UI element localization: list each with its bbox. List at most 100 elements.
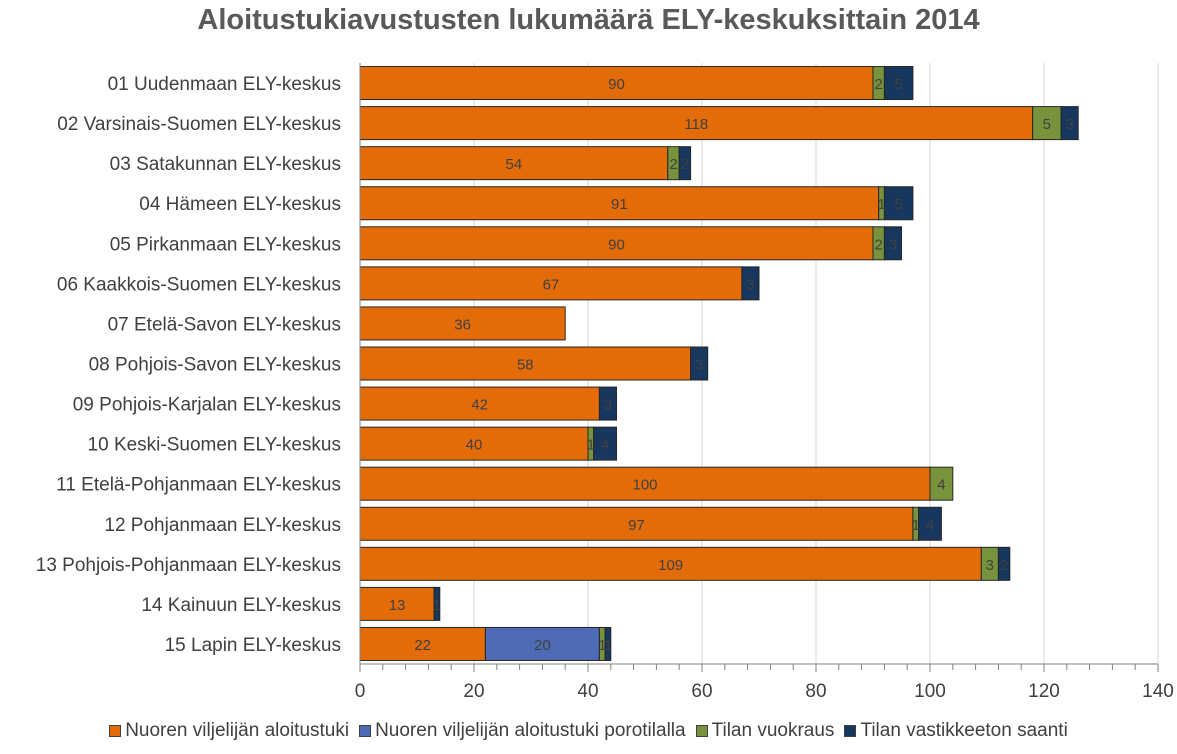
bar-segment-series-3 (997, 546, 1011, 581)
bar-segment-series-2 (1032, 106, 1062, 141)
bar-value-label: 20 (534, 637, 551, 654)
bar-value-label: 90 (608, 76, 625, 93)
bar-value-label: 2 (1000, 557, 1008, 574)
bar-segment-series-0 (359, 426, 589, 461)
legend-label: Tilan vuokraus (711, 720, 835, 741)
bar-segment-series-3 (883, 66, 914, 101)
bar-value-label: 42 (471, 397, 488, 414)
category-label: 14 Kainuun ELY-keskus (141, 595, 341, 616)
bar-value-label: 1 (433, 597, 441, 614)
x-tick-label: 40 (577, 681, 598, 702)
bar-value-label: 1 (877, 196, 885, 213)
category-label: 12 Pohjanmaan ELY-keskus (104, 515, 341, 536)
category-label: 01 Uudenmaan ELY-keskus (108, 74, 341, 95)
bar-value-label: 5 (894, 196, 902, 213)
bar-segment-series-0 (359, 386, 600, 421)
x-tick-label: 80 (805, 681, 826, 702)
x-tick-label: 100 (914, 681, 946, 702)
x-tick-label: 60 (691, 681, 712, 702)
legend-label: Nuoren viljelijän aloitustuki porotilall… (375, 720, 686, 741)
bar-segment-series-3 (1060, 106, 1079, 141)
category-label: 15 Lapin ELY-keskus (165, 635, 341, 656)
category-label: 09 Pohjois-Karjalan ELY-keskus (73, 395, 341, 416)
bar-value-label: 4 (926, 517, 934, 534)
legend-item-3: Tilan vastikkeeton saanti (844, 720, 1068, 742)
bar-value-label: 2 (669, 156, 677, 173)
bar-value-label: 40 (466, 437, 483, 454)
bar-value-label: 13 (389, 597, 406, 614)
x-tick-label: 0 (355, 681, 366, 702)
bar-value-label: 5 (894, 76, 902, 93)
bar-segment-series-0 (359, 546, 982, 581)
legend: Nuoren viljelijän aloitustuki Nuoren vilj… (0, 720, 1177, 742)
legend-swatch (844, 725, 857, 737)
bar-segment-series-3 (918, 506, 942, 541)
bars (359, 66, 1079, 661)
bar-segment-series-1 (484, 626, 600, 661)
bar-segment-series-0 (359, 506, 914, 541)
bar-value-label: 1 (604, 637, 612, 654)
bar-segment-series-0 (359, 266, 743, 301)
bar-segment-series-0 (359, 306, 566, 341)
bar-value-label: 118 (684, 116, 708, 133)
legend-swatch (695, 725, 708, 737)
bar-value-label: 5 (1043, 116, 1051, 133)
legend-item-2: Tilan vuokraus (695, 720, 835, 742)
bar-segment-series-3 (883, 226, 903, 261)
category-label: 02 Varsinais-Suomen ELY-keskus (57, 114, 341, 135)
bar-segment-series-0 (359, 466, 931, 501)
bar-value-label: 1 (587, 437, 595, 454)
bar-value-label: 1 (598, 637, 606, 654)
bar-value-label: 2 (875, 236, 883, 253)
x-tick-label: 140 (1142, 681, 1174, 702)
category-label: 07 Etelä-Savon ELY-keskus (108, 314, 341, 335)
bar-value-label: 91 (611, 196, 628, 213)
bar-value-label: 3 (695, 357, 703, 374)
bar-segment-series-0 (359, 186, 880, 221)
bar-segment-series-0 (359, 226, 874, 261)
bar-value-label: 22 (414, 637, 431, 654)
bar-segment-series-0 (359, 346, 692, 381)
bar-segment-series-0 (359, 66, 874, 101)
bar-segment-series-3 (690, 346, 709, 381)
bar-value-label: 2 (875, 76, 883, 93)
bar-value-label: 3 (889, 236, 897, 253)
legend-item-1: Nuoren viljelijän aloitustuki porotilall… (359, 720, 686, 742)
bar-value-label: 100 (632, 477, 657, 494)
bar-segment-series-3 (604, 626, 612, 661)
legend-swatch (359, 725, 372, 737)
bar-value-label: 4 (937, 477, 945, 494)
x-tick-label: 20 (463, 681, 484, 702)
bar-segment-series-3 (593, 426, 618, 461)
legend-label: Tilan vastikkeeton saanti (860, 720, 1068, 741)
category-label: 13 Pohjois-Pohjanmaan ELY-keskus (36, 555, 341, 576)
chart-title: Aloitustukiavustusten lukumäärä ELY-kesk… (197, 4, 980, 36)
bar-segment-series-3 (883, 186, 914, 221)
legend-label: Nuoren viljelijän aloitustuki (125, 720, 350, 741)
category-label: 05 Pirkanmaan ELY-keskus (110, 234, 341, 255)
bar-value-label: 3 (746, 276, 754, 293)
bar-value-label: 3 (1065, 116, 1073, 133)
bar-value-label: 109 (658, 557, 683, 574)
bar-segment-series-3 (678, 146, 692, 181)
bar-value-label: 36 (454, 316, 471, 333)
bar-value-label: 1 (912, 517, 920, 534)
bar-value-label: 54 (506, 156, 523, 173)
legend-item-0: Nuoren viljelijän aloitustuki (109, 720, 349, 742)
bar-segment-series-3 (433, 586, 441, 621)
bar-value-label: 67 (543, 276, 560, 293)
category-label: 11 Etelä-Pohjanmaan ELY-keskus (56, 475, 341, 496)
bar-value-label: 4 (601, 437, 609, 454)
bar-segment-series-0 (359, 586, 435, 621)
bar-value-label: 90 (608, 236, 625, 253)
bar-value-label: 58 (517, 357, 534, 374)
x-tick-label: 120 (1028, 681, 1060, 702)
axes (359, 63, 1159, 672)
category-label: 10 Keski-Suomen ELY-keskus (88, 435, 341, 456)
bar-value-label: 3 (604, 397, 612, 414)
legend-swatch (109, 725, 122, 737)
bar-segment-series-2 (929, 466, 954, 501)
category-label: 06 Kaakkois-Suomen ELY-keskus (57, 274, 341, 295)
